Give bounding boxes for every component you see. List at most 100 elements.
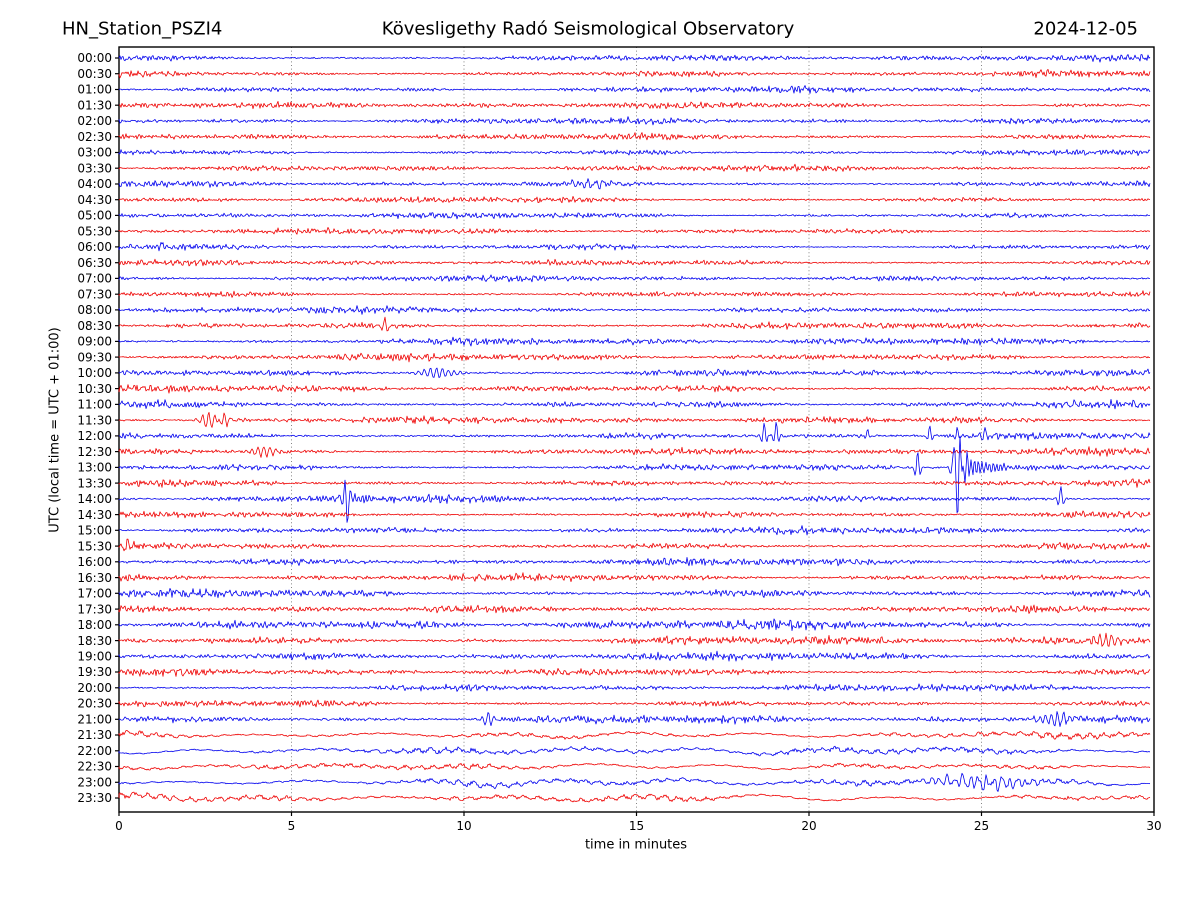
y-tick-label-14:30: 14:30 [77,508,112,522]
observatory-title: Kövesligethy Radó Seismological Observat… [381,18,795,40]
x-tick-label-20: 20 [801,819,816,833]
trace-05:00 [118,212,1151,220]
y-tick-label-17:00: 17:00 [77,587,112,601]
y-tick-label-22:30: 22:30 [77,760,112,774]
trace-17:00 [118,588,1151,599]
y-tick-label-12:00: 12:00 [77,429,112,443]
trace-23:30 [118,791,1151,803]
trace-07:00 [118,274,1151,283]
trace-08:30 [118,316,1151,332]
y-tick-label-05:30: 05:30 [77,224,112,238]
trace-13:00 [118,435,1151,513]
trace-23:00 [118,772,1151,792]
y-tick-label-19:00: 19:00 [77,650,112,664]
y-tick-label-09:30: 09:30 [77,350,112,364]
y-tick-label-19:30: 19:30 [77,665,112,679]
x-tick-label-5: 5 [288,819,296,833]
y-tick-label-00:00: 00:00 [77,51,112,65]
y-tick-label-09:00: 09:00 [77,335,112,349]
y-tick-label-12:30: 12:30 [77,445,112,459]
y-tick-label-03:30: 03:30 [77,161,112,175]
y-tick-label-15:00: 15:00 [77,524,112,538]
trace-17:30 [118,604,1151,614]
x-tick-label-15: 15 [629,819,644,833]
y-tick-label-02:30: 02:30 [77,130,112,144]
trace-19:30 [118,668,1151,677]
y-tick-label-03:00: 03:00 [77,146,112,160]
trace-02:30 [118,132,1151,141]
y-tick-label-01:30: 01:30 [77,98,112,112]
trace-01:00 [118,85,1151,94]
y-tick-label-00:30: 00:30 [77,67,112,81]
y-tick-label-18:00: 18:00 [77,618,112,632]
y-tick-label-14:00: 14:00 [77,492,112,506]
y-tick-label-23:00: 23:00 [77,776,112,790]
y-tick-label-20:30: 20:30 [77,697,112,711]
y-tick-label-05:00: 05:00 [77,209,112,223]
trace-16:30 [118,572,1151,582]
trace-21:30 [118,730,1151,740]
trace-10:00 [118,367,1151,378]
trace-13:30 [118,478,1151,488]
y-tick-label-16:30: 16:30 [77,571,112,585]
y-tick-label-11:00: 11:00 [77,398,112,412]
y-tick-label-08:00: 08:00 [77,303,112,317]
trace-20:00 [118,683,1151,693]
trace-14:30 [118,510,1151,519]
trace-00:30 [118,69,1151,79]
trace-15:30 [118,538,1151,552]
y-tick-label-13:00: 13:00 [77,461,112,475]
trace-19:00 [118,650,1151,662]
trace-09:00 [118,336,1151,347]
y-tick-label-10:30: 10:30 [77,382,112,396]
x-tick-label-10: 10 [456,819,471,833]
trace-15:00 [118,525,1151,536]
trace-04:00 [118,178,1151,190]
y-axis-label: UTC (local time = UTC + 01:00) [47,327,63,533]
trace-08:00 [118,305,1151,315]
trace-05:30 [118,227,1151,235]
x-tick-label-30: 30 [1146,819,1161,833]
x-tick-label-25: 25 [974,819,989,833]
trace-03:00 [118,149,1151,156]
trace-21:00 [118,711,1151,727]
y-tick-label-22:00: 22:00 [77,744,112,758]
date-title: 2024-12-05 [1033,18,1138,40]
trace-18:00 [118,618,1151,631]
y-tick-label-08:30: 08:30 [77,319,112,333]
trace-07:30 [118,290,1151,298]
y-tick-label-02:00: 02:00 [77,114,112,128]
trace-22:00 [118,745,1151,757]
trace-18:30 [118,632,1151,647]
trace-09:30 [118,352,1151,363]
trace-10:30 [118,384,1151,394]
y-tick-label-06:00: 06:00 [77,240,112,254]
y-tick-label-18:30: 18:30 [77,634,112,648]
y-tick-label-21:00: 21:00 [77,713,112,727]
trace-04:30 [118,196,1151,204]
y-tick-label-06:30: 06:30 [77,256,112,270]
trace-16:00 [118,557,1151,567]
x-tick-label-0: 0 [115,819,123,833]
trace-01:30 [118,101,1151,110]
y-tick-label-16:00: 16:00 [77,555,112,569]
trace-02:00 [118,116,1151,126]
y-tick-label-15:30: 15:30 [77,539,112,553]
trace-00:00 [118,54,1151,63]
y-tick-label-04:00: 04:00 [77,177,112,191]
trace-06:00 [118,242,1151,252]
trace-14:00 [118,479,1151,523]
trace-11:30 [118,412,1151,428]
y-tick-label-04:30: 04:30 [77,193,112,207]
trace-03:30 [118,163,1151,173]
station-title: HN_Station_PSZI4 [62,18,223,40]
y-tick-label-21:30: 21:30 [77,728,112,742]
y-tick-label-10:00: 10:00 [77,366,112,380]
trace-06:30 [118,258,1151,267]
x-axis-label: time in minutes [584,837,688,853]
y-tick-label-07:00: 07:00 [77,272,112,286]
y-tick-label-01:00: 01:00 [77,83,112,97]
y-tick-label-23:30: 23:30 [77,791,112,805]
